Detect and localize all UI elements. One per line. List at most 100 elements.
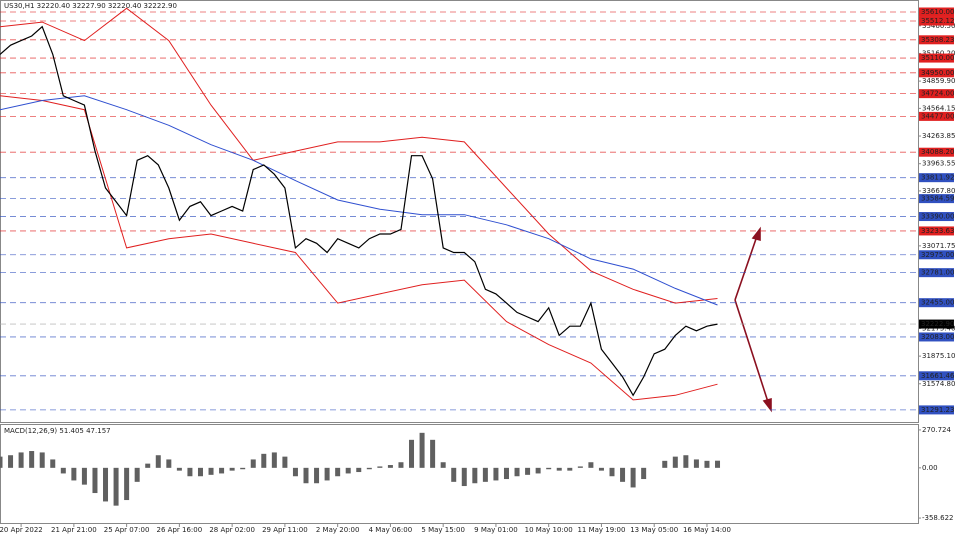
macd-title: MACD(12,26,9) 51.405 47.157 [4,427,111,435]
macd-bar [166,459,172,468]
macd-bar [103,467,109,502]
y-tick-label: 33963.55 [922,160,955,168]
macd-bar [609,467,615,477]
macd-bar [419,432,425,468]
x-tick-label: 11 May 19:00 [577,526,625,534]
macd-bar [525,467,531,475]
level-box [919,147,954,157]
level-label: 35512.12 [921,17,954,25]
y-tick-label: 35460.50 [922,22,955,30]
level-box [919,68,954,78]
macd-panel [0,424,919,524]
macd-bar [197,467,203,477]
macd-bar [250,459,256,468]
forecast-arrows [734,226,772,413]
macd-bar [588,462,594,468]
price-panel [0,0,919,423]
macd-bar [398,462,404,468]
band-line [0,95,718,401]
level-box [919,173,954,183]
level-box [919,35,954,45]
macd-bar [715,460,721,468]
macd-bar [324,467,330,481]
macd-bar [366,467,372,470]
macd-bar [461,467,467,487]
macd-bar [8,455,14,468]
macd-bar [134,467,140,482]
macd-bar [493,467,499,481]
macd-bar [240,467,246,470]
level-box [919,250,954,260]
macd-bar [472,467,478,484]
macd-bar [630,467,636,488]
band-line [0,95,718,306]
macd-bar [81,467,87,485]
macd-bar [683,455,689,468]
x-tick-label: 21 Apr 21:00 [51,526,97,534]
y-tick-label: 34564.15 [922,104,955,112]
x-tick-label: 25 Apr 07:00 [104,526,150,534]
macd-tick-label: -358.622 [922,514,953,522]
level-box [919,268,954,278]
macd-bar [377,466,383,468]
macd-bar [409,439,415,468]
y-tick-label: 34263.85 [922,132,955,140]
macd-bar [356,467,362,473]
macd-bar [50,459,56,468]
level-label: 32975.00 [921,251,954,259]
level-label: 32083.00 [921,333,954,341]
macd-bar [535,467,541,474]
macd-bar [29,451,35,468]
macd-bar [620,467,626,482]
macd-bar [387,465,393,468]
macd-bar [71,467,77,481]
level-label: 33811.92 [921,174,954,182]
level-box [919,111,954,121]
y-tick-label: 31574.80 [922,380,955,388]
macd-bar [546,467,552,470]
level-label: 33584.59 [921,195,954,203]
y-tick-label: 35160.20 [922,49,955,57]
level-label: 35110.00 [921,54,954,62]
macd-bar [345,467,351,474]
macd-bar [693,459,699,468]
macd-bar [229,467,235,471]
level-label: 34477.00 [921,112,954,120]
macd-bar [314,467,320,484]
macd-bar [662,460,668,468]
level-label: 31291.23 [921,406,954,414]
level-label: 34950.00 [921,69,954,77]
level-box [919,332,954,342]
macd-bar [482,467,488,482]
y-tick-label: 31875.10 [922,352,955,360]
level-box [919,212,954,222]
x-tick-label: 16 May 14:00 [683,526,731,534]
macd-bar [292,467,298,477]
x-tick-label: 5 May 15:00 [421,526,465,534]
macd-bar [303,467,309,484]
level-box [919,226,954,236]
macd-bar [430,439,436,468]
level-box [919,89,954,99]
x-tick-label: 13 May 05:00 [630,526,678,534]
chart-title: US30,H1 32220.40 32227.90 32220.40 32222… [4,2,177,10]
macd-bar [282,456,288,468]
macd-bar [219,467,225,474]
macd-bar [567,467,573,471]
y-tick-label: 34859.90 [922,77,955,85]
macd-bar [208,467,214,475]
macd-bar [60,467,66,474]
macd-bar [514,467,520,477]
level-label: 35308.23 [921,36,954,44]
level-box [919,405,954,415]
macd-tick-label: 0.00 [922,464,938,472]
macd-bar [124,467,130,501]
level-label: 32455.00 [921,299,954,307]
macd-bar [577,466,583,468]
level-box [919,371,954,381]
level-box [919,319,954,329]
macd-bar [672,456,678,468]
macd-bar [145,463,151,468]
level-label: 32222.90 [921,320,954,328]
